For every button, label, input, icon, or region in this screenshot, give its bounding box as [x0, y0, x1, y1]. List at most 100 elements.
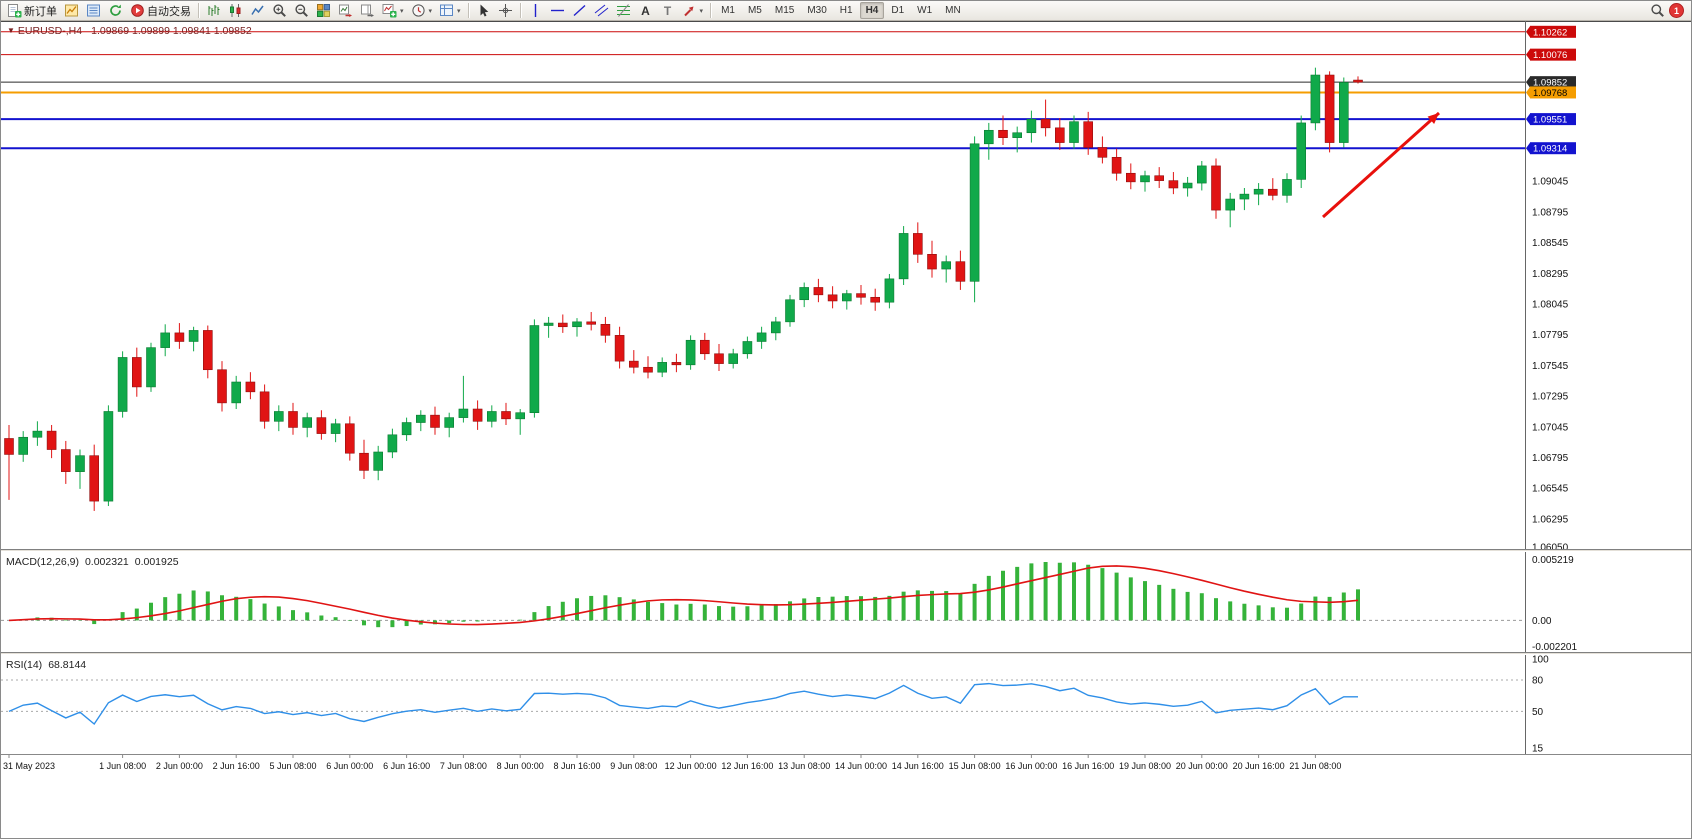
svg-text:15: 15	[1532, 744, 1544, 755]
zoom-out-button[interactable]	[291, 2, 312, 20]
fibonacci-icon	[616, 4, 630, 17]
arrows-button[interactable]: ▾	[679, 2, 707, 20]
bar-chart-icon	[208, 5, 220, 16]
candlestick-chart-button[interactable]	[225, 2, 246, 20]
auto-scroll-icon	[339, 4, 352, 17]
svg-text:50: 50	[1532, 707, 1544, 718]
svg-text:1.06795: 1.06795	[1532, 453, 1569, 464]
cursor-button[interactable]	[473, 2, 494, 20]
svg-text:1.09045: 1.09045	[1532, 177, 1569, 188]
search-button[interactable]	[1647, 2, 1668, 20]
chevron-down-icon: ▾	[428, 7, 433, 15]
svg-text:15 Jun 08:00: 15 Jun 08:00	[949, 761, 1001, 771]
svg-text:19 Jun 08:00: 19 Jun 08:00	[1119, 761, 1171, 771]
vertical-line-button[interactable]	[525, 2, 546, 20]
notification-badge[interactable]: 1	[1669, 3, 1684, 18]
text-icon: A	[641, 4, 650, 18]
search-icon	[1651, 4, 1664, 17]
horizontal-line-icon	[550, 9, 564, 12]
line-chart-button[interactable]	[247, 2, 268, 20]
svg-text:0.00: 0.00	[1532, 616, 1552, 627]
svg-text:16 Jun 16:00: 16 Jun 16:00	[1062, 761, 1114, 771]
timeframe-m1-button[interactable]: M1	[721, 5, 735, 16]
chevron-down-icon: ▾	[457, 7, 461, 15]
timeframe-mn-button[interactable]: MN	[945, 5, 961, 16]
timeframe-h4-button[interactable]: H4	[859, 2, 885, 19]
label-button[interactable]: T	[657, 2, 678, 20]
auto-trading-icon	[131, 4, 144, 17]
zoom-out-icon	[295, 4, 308, 17]
new-order-button[interactable]: 新订单	[4, 2, 60, 20]
timeframe-m30-button[interactable]: M30	[807, 5, 827, 16]
timeframe-h1-button[interactable]: H1	[839, 5, 853, 16]
refresh-button[interactable]	[105, 2, 126, 20]
svg-text:1.08045: 1.08045	[1532, 300, 1569, 311]
auto-trading-button[interactable]: 自动交易	[127, 2, 194, 20]
svg-text:8 Jun 00:00: 8 Jun 00:00	[497, 761, 544, 771]
refresh-icon	[110, 4, 121, 16]
svg-text:1 Jun 08:00: 1 Jun 08:00	[99, 761, 146, 771]
cursor-icon	[480, 4, 488, 17]
chart-canvas[interactable]: 1.09045 1.08795 1.08545 1.08295 1.08045 1.077…	[1, 21, 1692, 839]
chart-shift-button[interactable]	[357, 2, 378, 20]
arrow-shape-icon	[683, 6, 694, 17]
chart-shift-icon	[361, 4, 374, 17]
horizontal-line-button[interactable]	[547, 2, 568, 20]
channel-button[interactable]	[591, 2, 612, 20]
templates-button[interactable]: ▾	[436, 2, 464, 20]
svg-text:2 Jun 16:00: 2 Jun 16:00	[213, 761, 260, 771]
timeframe-m5-button[interactable]: M5	[747, 5, 762, 16]
svg-text:1.07295: 1.07295	[1532, 392, 1569, 403]
level-lines-layer[interactable]	[1, 31, 1525, 150]
svg-text:1.07545: 1.07545	[1532, 361, 1569, 372]
tile-windows-button[interactable]	[313, 2, 334, 20]
svg-text:1.08545: 1.08545	[1532, 238, 1569, 249]
rsi-panel	[1, 679, 1525, 726]
svg-text:20 Jun 16:00: 20 Jun 16:00	[1233, 761, 1285, 771]
trend-arrow[interactable]	[1321, 111, 1441, 219]
time-axis: 31 May 2023 1 Jun 08:00 2 Jun 00:00 2 Jun 1…	[1, 754, 1691, 771]
svg-text:-0.002201: -0.002201	[1532, 642, 1577, 653]
auto-scroll-button[interactable]	[335, 2, 356, 20]
clock-icon	[411, 4, 425, 17]
zoom-in-button[interactable]	[269, 2, 290, 20]
bar-chart-button[interactable]	[203, 2, 224, 20]
periods-button[interactable]: ▾	[408, 2, 436, 20]
profiles-button[interactable]	[83, 2, 104, 20]
tile-windows-icon	[317, 4, 330, 17]
svg-text:12 Jun 00:00: 12 Jun 00:00	[665, 761, 717, 771]
svg-text:31 May 2023: 31 May 2023	[3, 761, 55, 771]
macd-panel	[1, 562, 1525, 628]
new-order-label: 新订单	[24, 5, 57, 18]
trendline-icon	[573, 4, 586, 17]
price-axis: 1.09045 1.08795 1.08545 1.08295 1.08045 1.077…	[1526, 25, 1576, 554]
svg-text:13 Jun 08:00: 13 Jun 08:00	[778, 761, 830, 771]
svg-text:A: A	[641, 4, 650, 18]
svg-text:14 Jun 16:00: 14 Jun 16:00	[892, 761, 944, 771]
auto-trading-label: 自动交易	[147, 5, 191, 18]
svg-text:1.06545: 1.06545	[1532, 484, 1569, 495]
svg-text:9 Jun 08:00: 9 Jun 08:00	[610, 761, 657, 771]
new-chart-button[interactable]	[61, 2, 82, 20]
timeframe-w1-button[interactable]: W1	[917, 5, 933, 16]
svg-text:1.09551: 1.09551	[1533, 115, 1567, 126]
rsi-axis: 100 80 50 15	[1532, 655, 1549, 755]
crosshair-button[interactable]	[495, 2, 516, 20]
svg-text:T: T	[663, 4, 671, 18]
toolbar-separator	[198, 3, 199, 18]
svg-text:1.10076: 1.10076	[1533, 50, 1567, 61]
text-button[interactable]: A	[635, 2, 656, 20]
line-chart-icon	[251, 5, 264, 15]
chevron-down-icon: ▾	[400, 7, 404, 15]
candlestick-chart-icon	[230, 4, 241, 17]
svg-text:6 Jun 00:00: 6 Jun 00:00	[326, 761, 373, 771]
fibonacci-button[interactable]	[613, 2, 634, 20]
svg-text:1.06295: 1.06295	[1532, 514, 1569, 525]
channel-icon	[594, 4, 608, 17]
timeframe-m15-button[interactable]: M15	[774, 5, 795, 16]
svg-text:5 Jun 08:00: 5 Jun 08:00	[269, 761, 316, 771]
timeframe-d1-button[interactable]: D1	[891, 5, 905, 16]
trendline-button[interactable]	[569, 2, 590, 20]
indicators-button[interactable]: ▾	[379, 2, 407, 20]
